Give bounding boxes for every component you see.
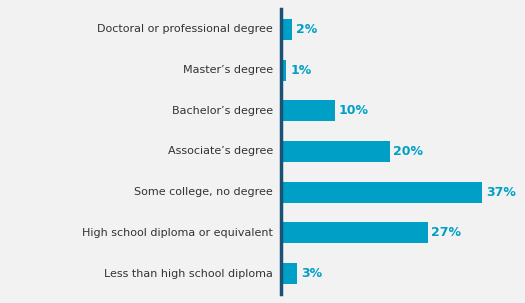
- Text: Percent of workers
in this field: Percent of workers in this field: [286, 0, 429, 3]
- Text: Some college, no degree: Some college, no degree: [134, 187, 273, 197]
- Text: Bachelor’s degree: Bachelor’s degree: [172, 106, 273, 116]
- Text: 3%: 3%: [301, 267, 322, 280]
- Text: Doctoral or professional degree: Doctoral or professional degree: [97, 25, 273, 35]
- Text: 20%: 20%: [393, 145, 424, 158]
- Text: Master’s degree: Master’s degree: [183, 65, 273, 75]
- Bar: [281, 19, 292, 40]
- Bar: [281, 263, 297, 284]
- Bar: [281, 141, 390, 162]
- Bar: [281, 222, 428, 243]
- Text: 1%: 1%: [290, 64, 311, 77]
- Text: 2%: 2%: [296, 23, 317, 36]
- Text: Less than high school diploma: Less than high school diploma: [104, 268, 273, 278]
- Text: 37%: 37%: [486, 186, 516, 199]
- Bar: [281, 100, 335, 122]
- Text: 27%: 27%: [432, 226, 461, 239]
- Bar: [281, 181, 482, 203]
- Text: High school diploma or equivalent: High school diploma or equivalent: [82, 228, 273, 238]
- Bar: [281, 60, 286, 81]
- Text: Associate’s degree: Associate’s degree: [167, 146, 273, 157]
- Text: Education level: Education level: [158, 0, 273, 3]
- Text: 10%: 10%: [339, 104, 369, 117]
